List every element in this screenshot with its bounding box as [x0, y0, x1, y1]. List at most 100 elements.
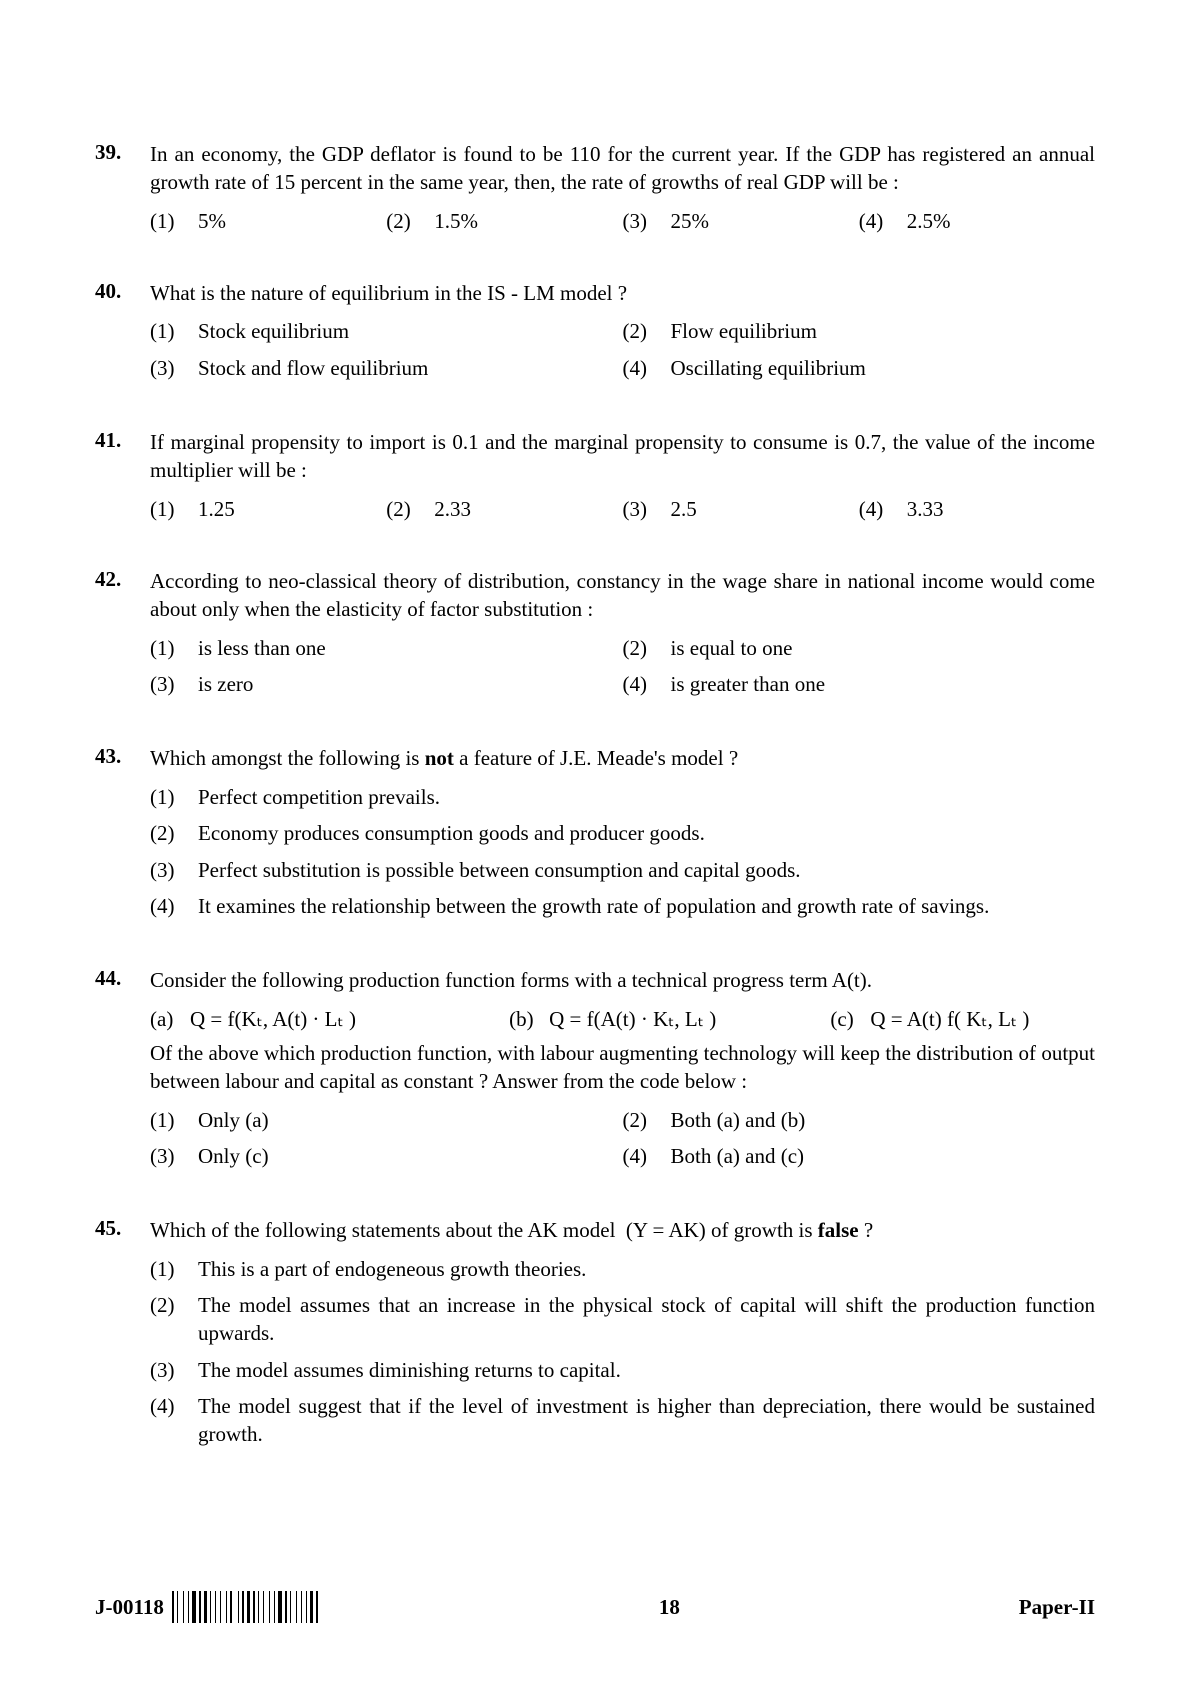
option: (3)is zero	[150, 670, 623, 698]
option: (2)Both (a) and (b)	[623, 1106, 1096, 1134]
option: (2)1.5%	[386, 207, 622, 235]
sub-option: (b)Q = f(A(t) · Kₜ, Lₜ )	[509, 1005, 830, 1033]
options-row: (1)1.25(2)2.33(3)2.5(4)3.33	[150, 495, 1095, 529]
question-number: 40.	[95, 279, 150, 304]
option-text: The model assumes that an increase in th…	[198, 1291, 1095, 1348]
option-label: (4)	[150, 892, 198, 920]
option-text: Oscillating equilibrium	[671, 354, 1096, 382]
option: (4)is greater than one	[623, 670, 1096, 698]
option: (4)The model suggest that if the level o…	[150, 1392, 1095, 1449]
option: (4)2.5%	[859, 207, 1095, 235]
option-text: is zero	[198, 670, 623, 698]
option-label: (1)	[150, 1106, 198, 1134]
barcode	[172, 1591, 320, 1623]
option: (1)5%	[150, 207, 386, 235]
question-body: What is the nature of equilibrium in the…	[150, 279, 1095, 390]
option-label: (2)	[150, 1291, 198, 1319]
option: (1)Perfect competition prevails.	[150, 783, 1095, 811]
option-label: (1)	[150, 634, 198, 662]
question-body: According to neo-classical theory of dis…	[150, 567, 1095, 706]
sub-option-text: Q = f(A(t) · Kₜ, Lₜ )	[549, 1005, 716, 1033]
option-label: (3)	[150, 670, 198, 698]
exam-page: 39.In an economy, the GDP deflator is fo…	[0, 0, 1190, 1683]
option-text: It examines the relationship between the…	[198, 892, 1095, 920]
question: 45.Which of the following statements abo…	[95, 1216, 1095, 1456]
option-label: (2)	[623, 634, 671, 662]
option-text: Flow equilibrium	[671, 317, 1096, 345]
sub-option-label: (a)	[150, 1005, 190, 1033]
question: 42.According to neo-classical theory of …	[95, 567, 1095, 706]
question-text: Consider the following production functi…	[150, 966, 1095, 994]
sub-option: (c)Q = A(t) f( Kₜ, Lₜ )	[830, 1005, 1095, 1033]
question-text: According to neo-classical theory of dis…	[150, 567, 1095, 624]
question-text: If marginal propensity to import is 0.1 …	[150, 428, 1095, 485]
option: (4)3.33	[859, 495, 1095, 523]
paper-label: Paper-II	[1019, 1595, 1095, 1620]
option-text: 2.5%	[907, 207, 1095, 235]
option-text: Only (a)	[198, 1106, 623, 1134]
options-row: (1)Stock equilibrium(2)Flow equilibrium(…	[150, 317, 1095, 390]
option-label: (4)	[623, 1142, 671, 1170]
question-number: 45.	[95, 1216, 150, 1241]
option-label: (3)	[623, 207, 671, 235]
sub-options-row: (a)Q = f(Kₜ, A(t) · Lₜ )(b)Q = f(A(t) · …	[150, 1005, 1095, 1033]
option-label: (4)	[859, 207, 907, 235]
option: (4)Oscillating equilibrium	[623, 354, 1096, 382]
option: (3)2.5	[623, 495, 859, 523]
question: 43.Which amongst the following is not a …	[95, 744, 1095, 928]
question-body: Which amongst the following is not a fea…	[150, 744, 1095, 928]
option-text: The model assumes diminishing returns to…	[198, 1356, 1095, 1384]
question-body: In an economy, the GDP deflator is found…	[150, 140, 1095, 241]
sub-option-label: (c)	[830, 1005, 870, 1033]
option-text: 3.33	[907, 495, 1095, 523]
question-text: Which of the following statements about …	[150, 1216, 1095, 1244]
option: (2)2.33	[386, 495, 622, 523]
sub-option: (a)Q = f(Kₜ, A(t) · Lₜ )	[150, 1005, 509, 1033]
option-label: (2)	[623, 317, 671, 345]
option-text: The model suggest that if the level of i…	[198, 1392, 1095, 1449]
question-text: Which amongst the following is not a fea…	[150, 744, 1095, 772]
option-text: 2.33	[434, 495, 622, 523]
option-label: (1)	[150, 207, 198, 235]
option-label: (4)	[623, 670, 671, 698]
question-body: If marginal propensity to import is 0.1 …	[150, 428, 1095, 529]
option-label: (4)	[623, 354, 671, 382]
question-number: 43.	[95, 744, 150, 769]
option: (2)is equal to one	[623, 634, 1096, 662]
option-label: (1)	[150, 317, 198, 345]
question-number: 44.	[95, 966, 150, 991]
option: (2)The model assumes that an increase in…	[150, 1291, 1095, 1348]
option: (4)Both (a) and (c)	[623, 1142, 1096, 1170]
option-label: (3)	[150, 1142, 198, 1170]
option-text: Both (a) and (b)	[671, 1106, 1096, 1134]
option-label: (4)	[859, 495, 907, 523]
option-label: (2)	[386, 207, 434, 235]
option: (3)25%	[623, 207, 859, 235]
option-text: is equal to one	[671, 634, 1096, 662]
option: (1)Stock equilibrium	[150, 317, 623, 345]
option: (3)Only (c)	[150, 1142, 623, 1170]
option-text: 1.25	[198, 495, 386, 523]
option-label: (1)	[150, 783, 198, 811]
question: 40.What is the nature of equilibrium in …	[95, 279, 1095, 390]
option-text: Only (c)	[198, 1142, 623, 1170]
options-row: (1)Only (a)(2)Both (a) and (b)(3)Only (c…	[150, 1106, 1095, 1179]
option-text: Both (a) and (c)	[671, 1142, 1096, 1170]
paper-code: J-00118	[95, 1595, 164, 1620]
option-text: 1.5%	[434, 207, 622, 235]
option-text: Perfect competition prevails.	[198, 783, 1095, 811]
question-number: 42.	[95, 567, 150, 592]
option: (1)This is a part of endogeneous growth …	[150, 1255, 1095, 1283]
option-text: Stock equilibrium	[198, 317, 623, 345]
option: (3)Stock and flow equilibrium	[150, 354, 623, 382]
options-row: (1)Perfect competition prevails.(2)Econo…	[150, 783, 1095, 928]
question-text-continued: Of the above which production function, …	[150, 1039, 1095, 1096]
option-label: (3)	[623, 495, 671, 523]
option-label: (3)	[150, 354, 198, 382]
question: 39.In an economy, the GDP deflator is fo…	[95, 140, 1095, 241]
option-text: Stock and flow equilibrium	[198, 354, 623, 382]
question-text: What is the nature of equilibrium in the…	[150, 279, 1095, 307]
option: (1)1.25	[150, 495, 386, 523]
question: 44.Consider the following production fun…	[95, 966, 1095, 1178]
question-body: Which of the following statements about …	[150, 1216, 1095, 1456]
